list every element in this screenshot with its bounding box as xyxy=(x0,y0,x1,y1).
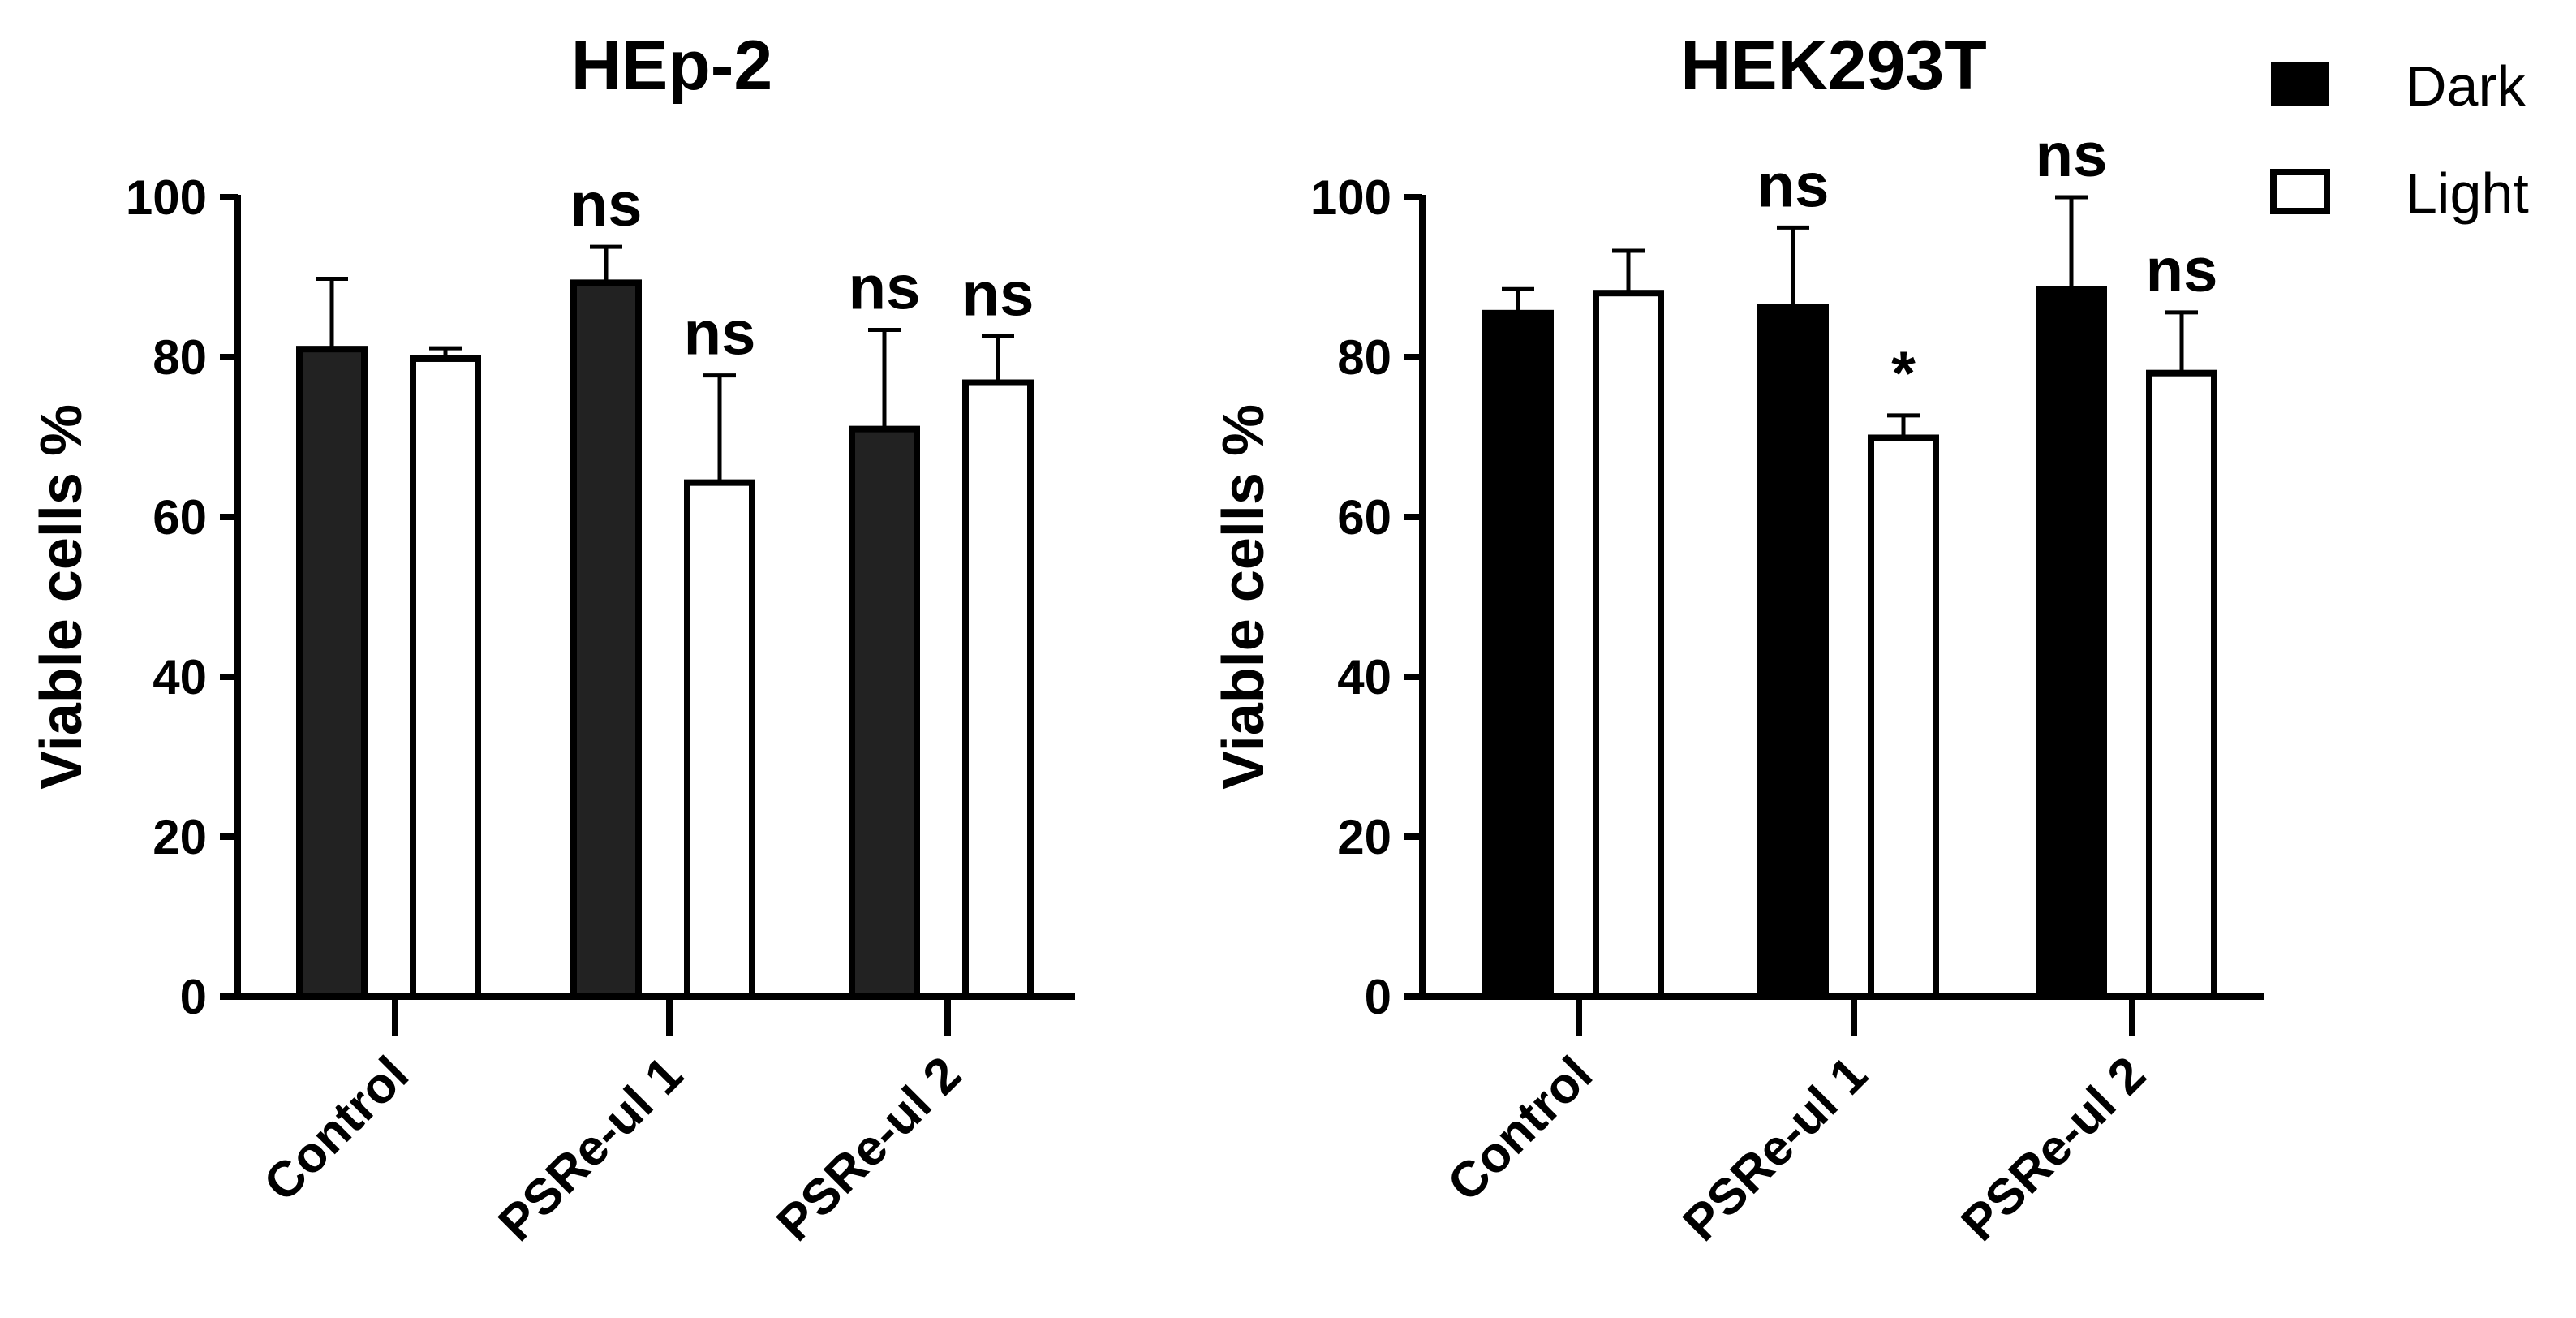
significance-ns: ns xyxy=(2146,236,2218,305)
x-tick-label: PSRe-ul 2 xyxy=(766,1046,971,1251)
bar-dark xyxy=(1757,304,1829,1000)
significance-ns: ns xyxy=(684,299,756,368)
bar-dark xyxy=(570,279,642,1000)
significance-ns: ns xyxy=(962,260,1034,329)
significance-ns: ns xyxy=(570,170,643,239)
y-tick-label: 40 xyxy=(153,650,207,704)
bar-light xyxy=(410,355,481,1001)
chart-title: HEK293T xyxy=(1680,27,1987,105)
y-axis-label: Viable cells % xyxy=(29,404,94,790)
bar-light xyxy=(1868,434,1939,1000)
y-tick-label: 0 xyxy=(180,970,207,1024)
y-tick-label: 80 xyxy=(153,330,207,385)
legend-label-light: Light xyxy=(2406,162,2529,225)
y-tick-label: 0 xyxy=(1365,970,1391,1024)
legend-swatch-dark xyxy=(2271,62,2329,106)
significance-ns: ns xyxy=(2036,121,2108,190)
y-tick-label: 80 xyxy=(1337,330,1391,385)
bar-light xyxy=(684,479,755,1000)
x-tick-label: Control xyxy=(253,1046,419,1212)
legend-swatch-light xyxy=(2270,169,2330,214)
legend: Dark Light xyxy=(2270,54,2529,225)
bar-light xyxy=(2146,369,2217,1000)
x-tick-label: PSRe-ul 2 xyxy=(1950,1046,2156,1251)
bar-light xyxy=(1593,290,1664,1000)
bar-dark xyxy=(2036,286,2107,1000)
y-tick-label: 20 xyxy=(1337,810,1391,864)
bar-dark xyxy=(849,425,920,1000)
legend-label-dark: Dark xyxy=(2406,54,2527,118)
y-tick-label: 60 xyxy=(153,490,207,545)
chart-title: HEp-2 xyxy=(571,27,772,105)
significance-ns: ns xyxy=(1757,151,1830,220)
y-tick-label: 60 xyxy=(1337,490,1391,545)
y-tick-label: 100 xyxy=(1310,170,1391,225)
x-tick-label: PSRe-ul 1 xyxy=(1672,1046,1877,1251)
significance-asterisk: * xyxy=(1891,339,1916,408)
y-axis-label: Viable cells % xyxy=(1211,404,1276,790)
x-tick-label: Control xyxy=(1437,1046,1603,1212)
bar-dark xyxy=(296,346,368,1000)
y-tick-label: 100 xyxy=(126,170,207,225)
significance-ns: ns xyxy=(849,254,921,323)
y-tick-label: 40 xyxy=(1337,650,1391,704)
bar-light xyxy=(962,379,1034,1000)
bar-dark xyxy=(1482,309,1554,1000)
y-tick-label: 20 xyxy=(153,810,207,864)
x-tick-label: PSRe-ul 1 xyxy=(488,1046,693,1251)
